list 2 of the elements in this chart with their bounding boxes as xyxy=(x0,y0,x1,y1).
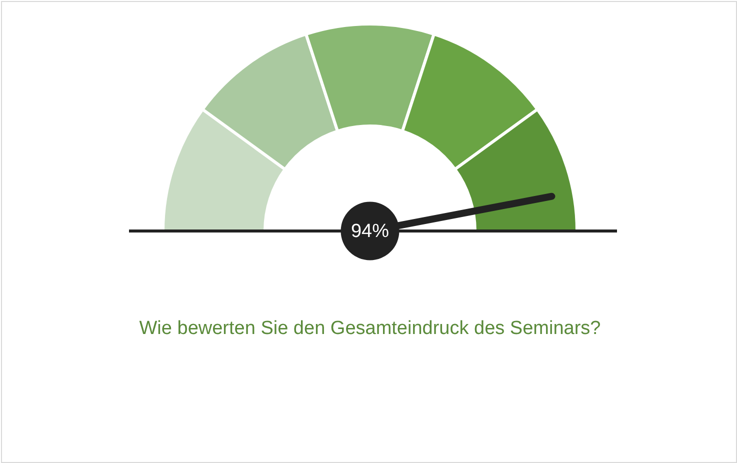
text: Wie bewerten Sie den Gesamteindruck des Seminars? xyxy=(139,318,601,339)
text: 94% xyxy=(350,221,390,242)
